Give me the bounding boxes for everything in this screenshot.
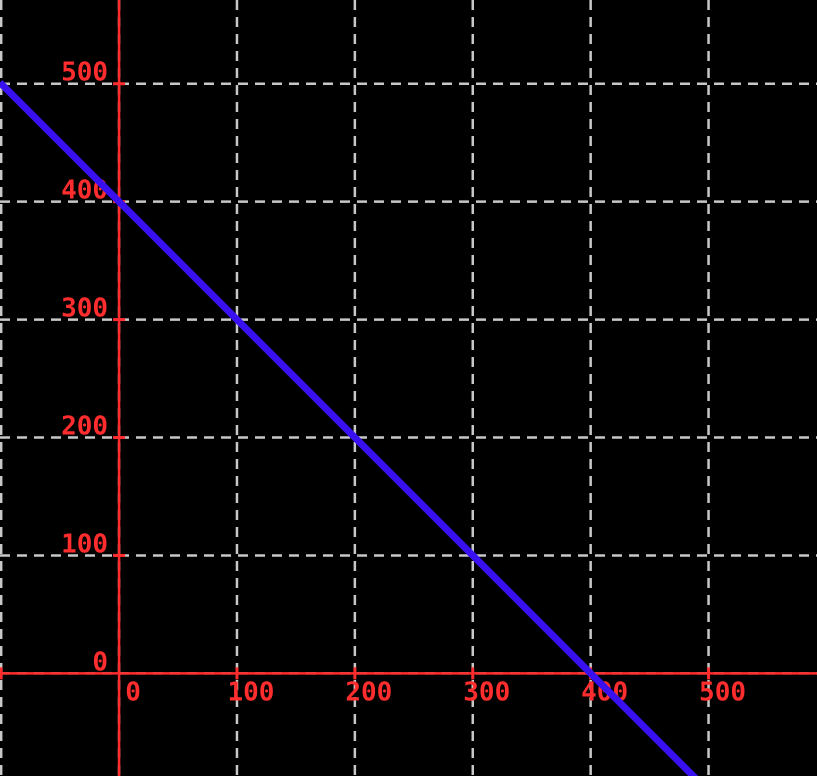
y-tick-label: 100 [61,529,108,559]
x-tick-label: 500 [699,677,746,707]
y-tick-label: 200 [61,412,108,442]
y-tick-label: 500 [61,58,108,88]
x-tick-label: 0 [125,677,141,707]
y-tick-label: 300 [61,294,108,324]
x-tick-label: 200 [345,677,392,707]
series-line [0,80,699,776]
y-tick-label: 0 [92,647,108,677]
x-tick-label: 300 [463,677,510,707]
x-tick-label: 100 [227,677,274,707]
